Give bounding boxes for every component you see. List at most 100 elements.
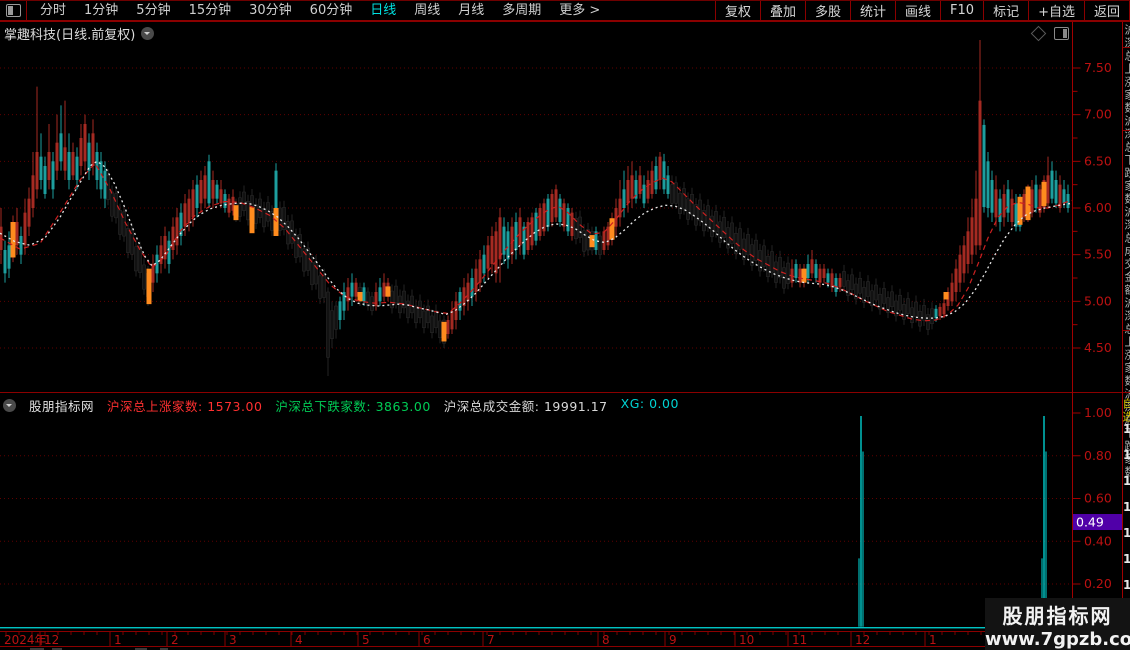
candle: [838, 278, 842, 288]
candle: [894, 300, 898, 317]
toolbar-button-4[interactable]: 画线: [895, 1, 940, 20]
toolbar-button-1[interactable]: 叠加: [759, 1, 805, 20]
diamond-marker-icon[interactable]: [1030, 25, 1047, 42]
candle: [23, 212, 27, 246]
right-sidebar-clipped[interactable]: 沪深总上涨家数沪深总下跌家数沪深总成交金额沪深总上涨家数沪深总下跌家数 自选 1…: [1123, 22, 1130, 650]
candle: [199, 180, 203, 204]
candle: [219, 189, 223, 204]
candle: [542, 203, 546, 232]
candle: [318, 275, 322, 299]
candle: [578, 216, 582, 238]
candle: [118, 209, 122, 235]
toolbar-button-0[interactable]: 复权: [714, 1, 760, 20]
candle: [950, 282, 954, 302]
candle: [630, 175, 634, 199]
window-layout-button[interactable]: [0, 1, 27, 20]
chevron-down-icon[interactable]: [141, 27, 155, 40]
orange-mark: [249, 207, 255, 234]
period-tab-0[interactable]: 分时: [40, 3, 67, 18]
candle: [962, 245, 966, 274]
candle: [854, 283, 858, 300]
candle: [122, 211, 126, 237]
indicator-values: 股朋指标网 沪深总上涨家数: 1573.00 沪深总下跌家数: 3863.00 沪深总…: [29, 396, 679, 415]
candle: [71, 152, 75, 176]
period-tab-10[interactable]: 更多 >: [559, 3, 601, 18]
candle: [326, 291, 330, 358]
candle: [766, 255, 770, 277]
candle: [558, 198, 562, 222]
candle: [818, 268, 822, 283]
xg-indicator-panel: 1.00 0.80 0.60 0.40 0.20 0.49: [0, 405, 1122, 591]
candle: [618, 198, 622, 218]
period-tab-2[interactable]: 5分钟: [136, 3, 171, 18]
toolbar-button-3[interactable]: 统计: [850, 1, 895, 20]
candle: [526, 222, 530, 250]
price-tick-label: 7.00: [1084, 107, 1112, 122]
candle: [171, 226, 175, 250]
candle: [642, 184, 646, 204]
clipped-bottom-row: [30, 648, 44, 650]
month-label: 8: [602, 633, 610, 647]
candle: [87, 142, 91, 171]
right-strip-text: 沪深总上涨家数沪深总下跌家数沪深总成交金额沪深总上涨家数沪深总下跌家数: [1123, 24, 1130, 479]
toolbar-button-7[interactable]: +自选: [1028, 1, 1084, 20]
candle: [258, 198, 262, 218]
clipped-bottom-row: [52, 648, 62, 650]
toolbar-button-6[interactable]: 标记: [983, 1, 1028, 20]
candle: [702, 210, 706, 232]
current-value-badge: [1073, 514, 1122, 531]
watermark-url: www.7gpzb.com: [985, 629, 1130, 650]
strip-number: 1: [1123, 474, 1130, 488]
period-tab-8[interactable]: 月线: [458, 3, 485, 18]
right-strip-yellow-text: 自选: [1123, 398, 1130, 424]
candle: [834, 278, 838, 292]
candle: [842, 271, 846, 287]
period-tab-6[interactable]: 日线: [370, 3, 397, 18]
candle: [450, 310, 454, 330]
period-tab-3[interactable]: 15分钟: [188, 3, 232, 18]
period-tab-4[interactable]: 30分钟: [249, 3, 292, 18]
month-label: 9: [669, 633, 677, 647]
month-label: 4: [295, 633, 303, 647]
candle: [434, 310, 438, 329]
month-label: 12: [44, 633, 59, 647]
candle: [242, 191, 246, 211]
candle: [770, 251, 774, 273]
candle: [714, 211, 718, 233]
candle: [722, 216, 726, 238]
period-tab-1[interactable]: 1分钟: [84, 3, 119, 18]
candle: [686, 198, 690, 220]
candle: [922, 305, 926, 321]
candle: [866, 281, 870, 297]
candle: [846, 280, 850, 296]
candle: [562, 203, 566, 227]
orange-mark: [943, 292, 949, 300]
candle: [738, 228, 742, 250]
period-tab-5[interactable]: 60分钟: [309, 3, 353, 18]
candle: [99, 161, 103, 190]
candle: [1002, 194, 1006, 218]
indicator-chevron-icon[interactable]: [3, 399, 16, 412]
candle: [822, 268, 826, 278]
candle: [682, 188, 686, 210]
strip-number: 1: [1123, 448, 1130, 462]
candle: [195, 184, 199, 208]
candle: [654, 166, 658, 190]
period-tab-7[interactable]: 周线: [414, 3, 441, 18]
page-title: 掌趣科技(日线.前复权): [4, 28, 136, 43]
strip-divider: [1123, 47, 1130, 48]
toolbar-button-8[interactable]: 返回: [1083, 1, 1130, 20]
candle: [362, 287, 366, 302]
candle: [982, 124, 986, 208]
candle: [130, 229, 134, 255]
toolbar-button-5[interactable]: F10: [940, 1, 983, 20]
toolbar-button-2[interactable]: 多股: [804, 1, 850, 20]
candle: [830, 273, 834, 288]
pane-toggle-icon[interactable]: [1054, 27, 1069, 40]
period-tab-9[interactable]: 多周期: [502, 3, 542, 18]
candle: [978, 100, 982, 246]
candle: [246, 200, 250, 221]
period-tabs: 分时 1分钟 5分钟 15分钟 30分钟 60分钟 日线 周线 月线 多周期 更多 >: [27, 1, 609, 20]
candle: [103, 170, 107, 199]
candle: [302, 248, 306, 272]
